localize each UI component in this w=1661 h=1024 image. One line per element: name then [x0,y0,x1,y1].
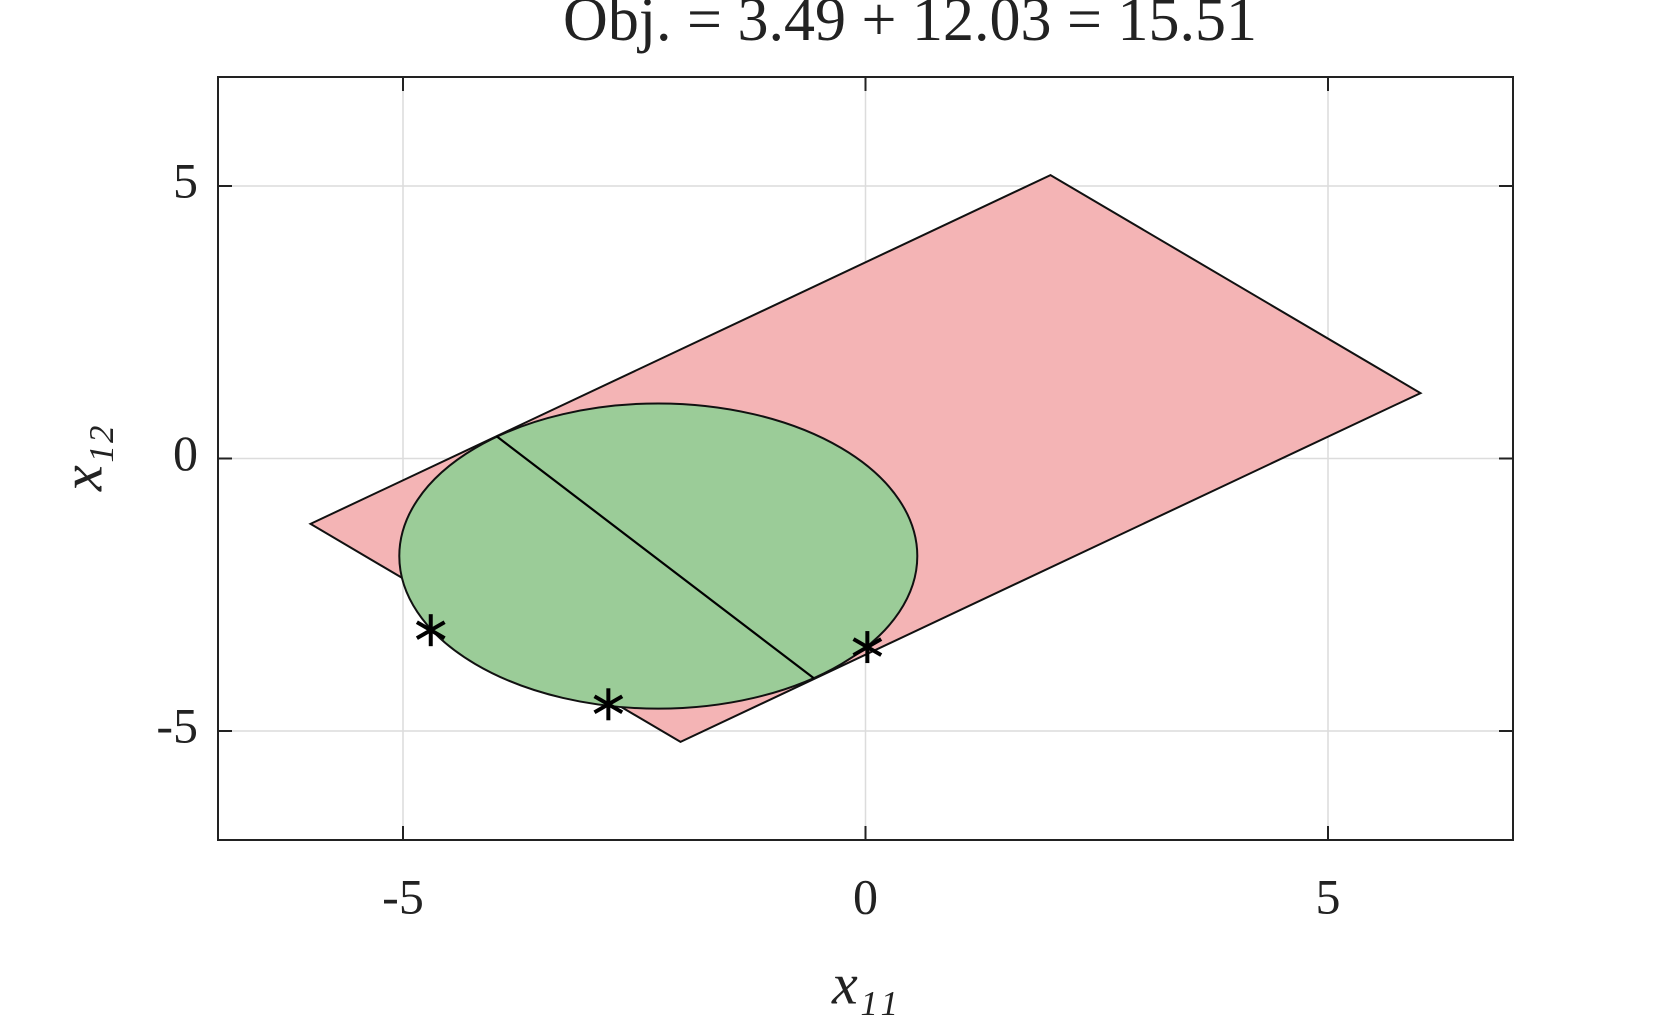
circle [398,402,919,710]
segment [495,435,815,680]
x-tick-label: 5 [1316,868,1341,924]
y-tick-label: -5 [156,697,198,753]
y-axis-label: x₁₂ [49,425,114,492]
x-tick-label: -5 [382,868,424,924]
point [593,688,624,721]
plot-frame [217,76,1514,841]
x-axis-label: x₁₁ [831,951,898,1016]
chart-title: Obj. = 3.49 + 12.03 = 15.51 [563,0,1257,54]
y-tick-label: 0 [173,425,198,481]
point [852,631,883,664]
point [415,614,446,647]
x-tick-label: 0 [853,868,878,924]
y-tick-label: 5 [173,152,198,208]
